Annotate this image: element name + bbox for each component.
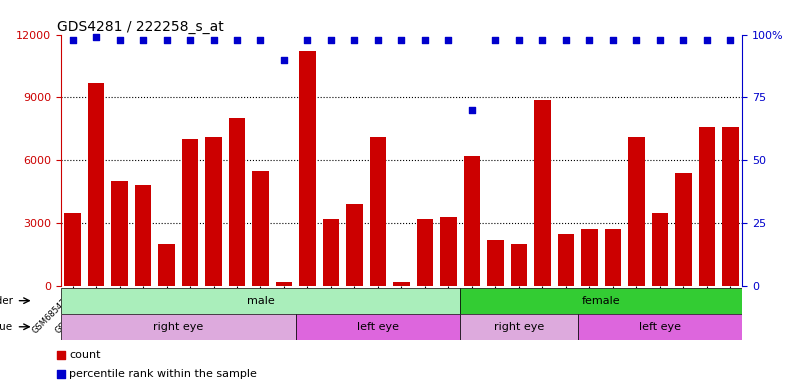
Point: [324, 36, 337, 43]
Bar: [346, 204, 363, 286]
Point: [489, 36, 502, 43]
Point: [630, 36, 643, 43]
Point: [254, 36, 267, 43]
Point: [418, 36, 431, 43]
Point: [66, 36, 79, 43]
Bar: [276, 282, 292, 286]
Bar: [460, 314, 577, 340]
Point: [654, 36, 667, 43]
Point: [183, 36, 196, 43]
Bar: [205, 137, 221, 286]
Bar: [299, 51, 315, 286]
Point: [160, 36, 173, 43]
Bar: [534, 99, 551, 286]
Bar: [464, 156, 480, 286]
Point: [348, 36, 361, 43]
Point: [395, 36, 408, 43]
Point: [466, 107, 478, 113]
Bar: [61, 314, 296, 340]
Bar: [698, 127, 715, 286]
Bar: [487, 240, 504, 286]
Bar: [229, 118, 245, 286]
Bar: [675, 173, 692, 286]
Bar: [558, 234, 574, 286]
Bar: [393, 282, 410, 286]
Point: [136, 36, 149, 43]
Point: [677, 36, 690, 43]
Point: [301, 36, 314, 43]
Bar: [158, 244, 174, 286]
Bar: [88, 83, 105, 286]
Text: count: count: [69, 350, 101, 360]
Point: [113, 36, 126, 43]
Text: gender: gender: [0, 296, 13, 306]
Point: [371, 36, 384, 43]
Point: [277, 57, 290, 63]
Bar: [64, 213, 81, 286]
Bar: [651, 213, 668, 286]
Point: [701, 36, 714, 43]
Bar: [111, 181, 128, 286]
Bar: [605, 230, 621, 286]
Point: [607, 36, 620, 43]
Text: male: male: [247, 296, 274, 306]
Bar: [629, 137, 645, 286]
Bar: [323, 219, 339, 286]
Bar: [296, 314, 460, 340]
Bar: [511, 244, 527, 286]
Bar: [440, 217, 457, 286]
Point: [583, 36, 596, 43]
Bar: [370, 137, 386, 286]
Point: [724, 36, 737, 43]
Bar: [460, 288, 742, 314]
Bar: [577, 314, 742, 340]
Point: [442, 36, 455, 43]
Bar: [182, 139, 198, 286]
Point: [89, 34, 102, 40]
Bar: [581, 230, 598, 286]
Text: left eye: left eye: [639, 322, 681, 332]
Text: female: female: [581, 296, 620, 306]
Point: [536, 36, 549, 43]
Bar: [722, 127, 739, 286]
Bar: [417, 219, 433, 286]
Text: right eye: right eye: [153, 322, 204, 332]
Point: [560, 36, 573, 43]
Point: [513, 36, 526, 43]
Bar: [135, 185, 152, 286]
Text: GDS4281 / 222258_s_at: GDS4281 / 222258_s_at: [58, 20, 224, 33]
Point: [230, 36, 243, 43]
Bar: [252, 171, 268, 286]
Bar: [61, 288, 460, 314]
Text: left eye: left eye: [357, 322, 399, 332]
Text: percentile rank within the sample: percentile rank within the sample: [69, 369, 257, 379]
Text: right eye: right eye: [494, 322, 544, 332]
Text: tissue: tissue: [0, 322, 13, 332]
Point: [207, 36, 220, 43]
